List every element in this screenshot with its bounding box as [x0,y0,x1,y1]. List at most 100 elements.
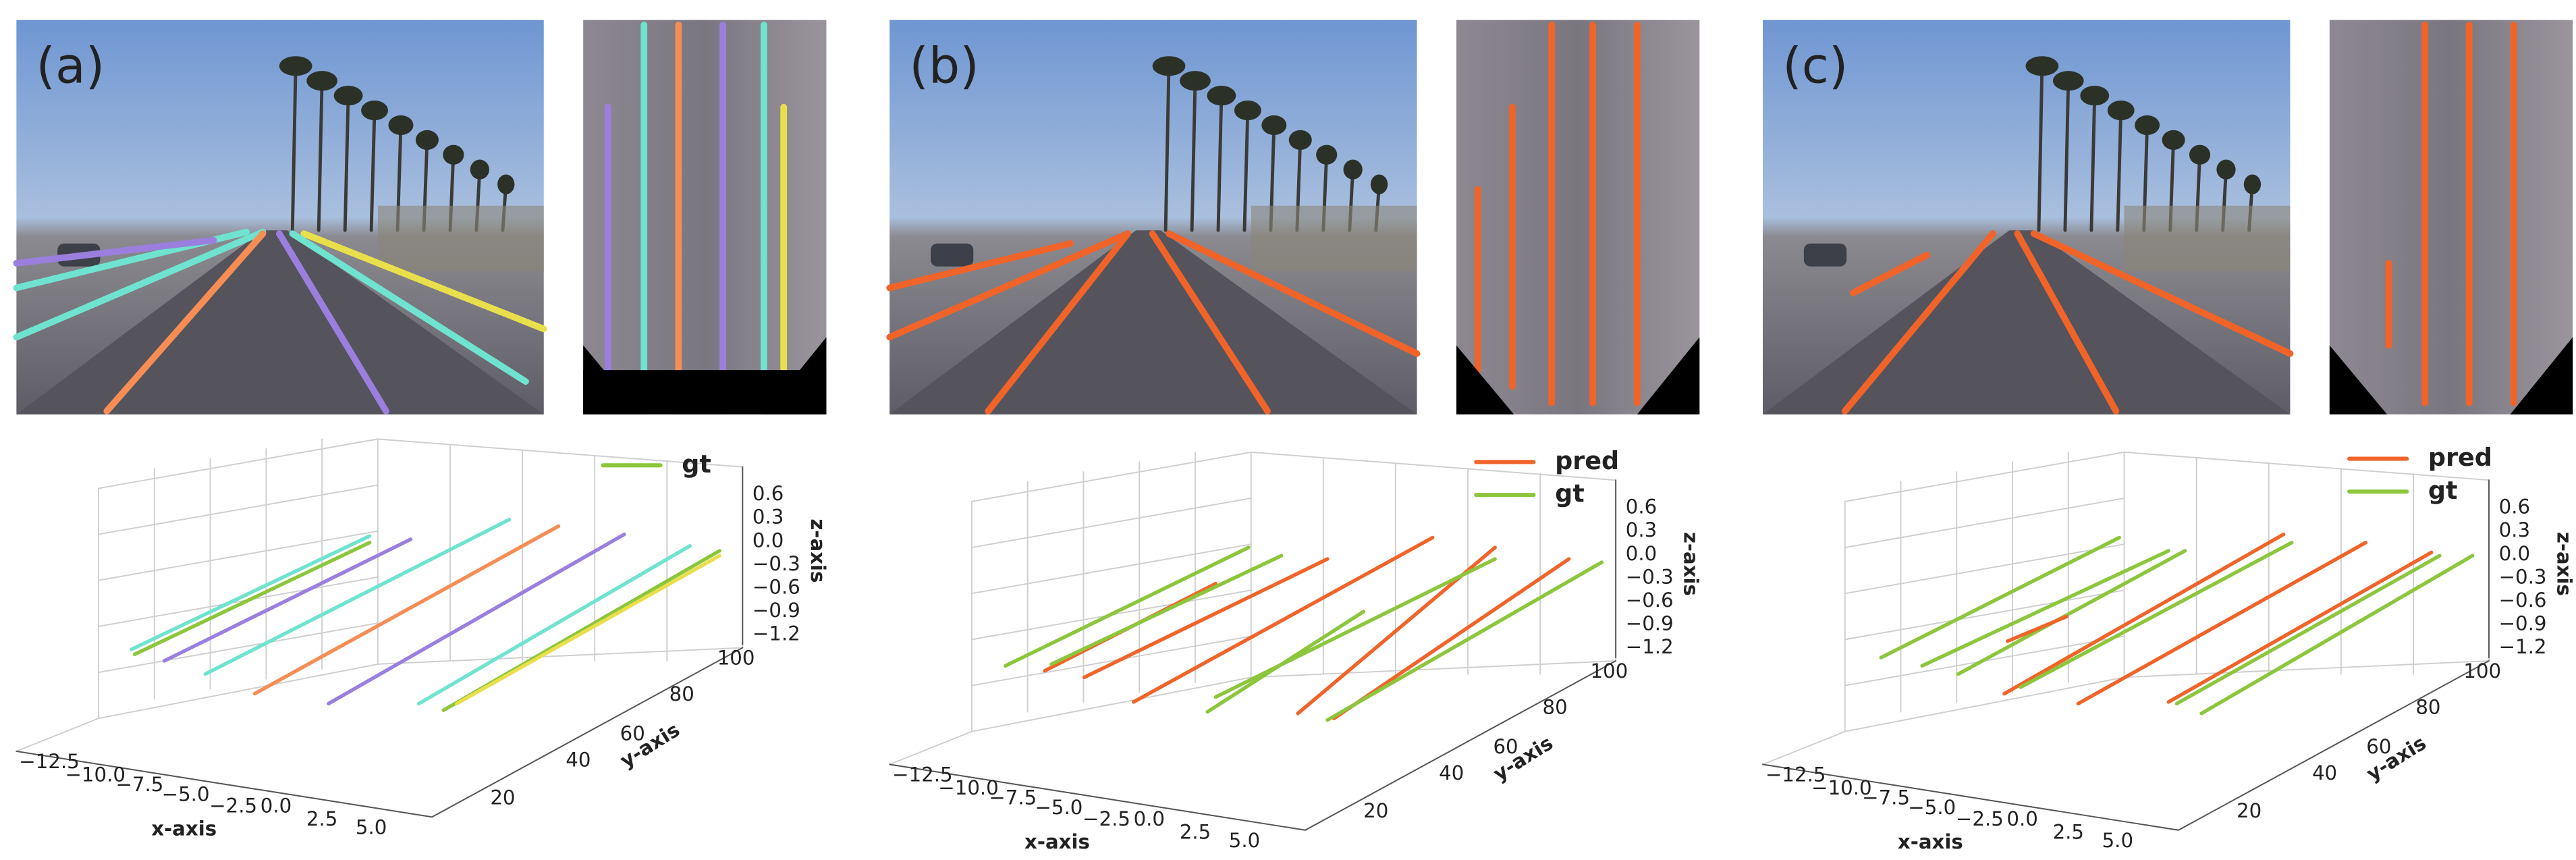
lane-line [13,236,217,267]
x-tick-label: 5.0 [356,815,387,838]
y-tick-label: 40 [566,749,591,772]
x-tick-label: 5.0 [1229,829,1260,852]
palm-crown [2080,86,2110,106]
x-tick-label: −10.0 [1811,776,1871,799]
lane-curve [2199,554,2475,716]
axis-pane-line [1844,498,2125,549]
palm-crown [470,159,489,180]
bev-mask [1637,337,1700,414]
z-tick-label: −0.9 [2499,612,2547,635]
bev-image [583,20,827,414]
palm-trunk [369,109,377,232]
lane-line [300,230,547,333]
z-tick-label: 0.3 [1626,518,1657,541]
palm-trunk [1190,79,1197,232]
z-tick-label: 0.3 [752,506,784,529]
axis-pane-line [970,635,1252,687]
axis-pane-line [98,438,379,489]
axis-pane-line [377,438,744,468]
palm-trunk [1242,109,1250,232]
z-tick-label: −0.3 [1626,565,1674,588]
y-tick-label: 100 [717,647,755,670]
axis-pane-line [98,663,379,720]
x-tick-label: −10.0 [938,776,999,799]
lane-curve [1213,557,1497,699]
z-tick-label: 0.3 [2499,518,2530,541]
lane-curve [1082,557,1330,680]
x-tick-label: −5.0 [162,783,210,806]
z-tick-label: −0.6 [752,575,800,598]
y-axis-line [431,647,744,818]
lane-line [886,230,1132,341]
x-tick-label: −5.0 [1908,796,1956,819]
axis-pane-line [1844,451,2125,502]
axis-pane-line [1250,660,1617,678]
x-tick-label: −10.0 [65,763,126,786]
y-tick-label: 60 [620,722,645,745]
axis-pane-line [970,543,1252,595]
z-tick-label: −0.3 [752,552,800,575]
z-tick-label: −0.3 [2499,565,2547,588]
palm-crown [2107,100,2135,121]
panel-label: (a) [36,38,105,95]
lane-line [985,230,1132,414]
y-tick-label: 100 [2463,660,2501,682]
palm-trunk [2116,109,2123,232]
axis-pane-line [889,730,972,765]
axis-pane-line [1250,451,1617,481]
lane-line [103,230,267,414]
car [931,243,974,267]
x-tick-label: 2.5 [306,807,337,830]
x-tick-label: 5.0 [2102,829,2133,852]
z-tick-label: 0.0 [1626,542,1657,565]
y-tick-label: 40 [1439,761,1464,784]
palm-trunk [2089,94,2097,232]
palm-crown [1180,71,1211,91]
x-axis-label: x-axis [1898,830,1963,853]
panel-label: (c) [1782,38,1848,95]
z-tick-label: 0.6 [2499,495,2530,518]
palm-crown [2243,174,2262,194]
palm-trunk [2037,64,2044,232]
y-axis-line [2177,660,2490,831]
legend-label: pred [1555,446,1619,475]
z-tick-label: −0.6 [1626,589,1674,612]
palm-trunk [2063,79,2071,232]
lane-curve [1004,545,1251,668]
lane-curve [327,532,626,705]
x-tick-label: −2.5 [1956,807,2004,830]
y-tick-label: 60 [2366,735,2391,758]
axis-pane-line [98,622,379,674]
y-tick-label: 60 [1493,735,1518,758]
palm-trunk [290,64,298,232]
palm-trunk [343,94,350,232]
lane-curve [162,537,413,663]
palm-crown [1343,159,1363,180]
z-axis-label: z-axis [806,518,829,583]
road [1763,230,2291,414]
palm-crown [361,100,388,121]
legend-label: pred [2428,443,2492,472]
palm-trunk [1216,94,1224,232]
z-tick-label: −1.2 [752,622,800,645]
palm-crown [2025,56,2059,76]
lane-line [2014,230,2120,414]
lane-line [2030,230,2294,357]
lane-curve [1049,554,1284,666]
lane-curve [2006,614,2069,643]
lane-curve [417,543,692,705]
y-axis-line [1305,660,1617,831]
x-axis-line [16,750,433,818]
x-tick-label: −7.5 [115,773,163,796]
palm-trunk [1163,64,1171,232]
palm-crown [2162,130,2185,150]
y-tick-label: 20 [1363,799,1388,822]
lane-line [289,230,529,385]
x-tick-label: −2.5 [209,795,257,817]
palm-crown [2189,144,2211,165]
palm-crown [388,115,414,136]
axis-pane-line [970,451,1252,502]
x-tick-label: −7.5 [1862,786,1910,809]
